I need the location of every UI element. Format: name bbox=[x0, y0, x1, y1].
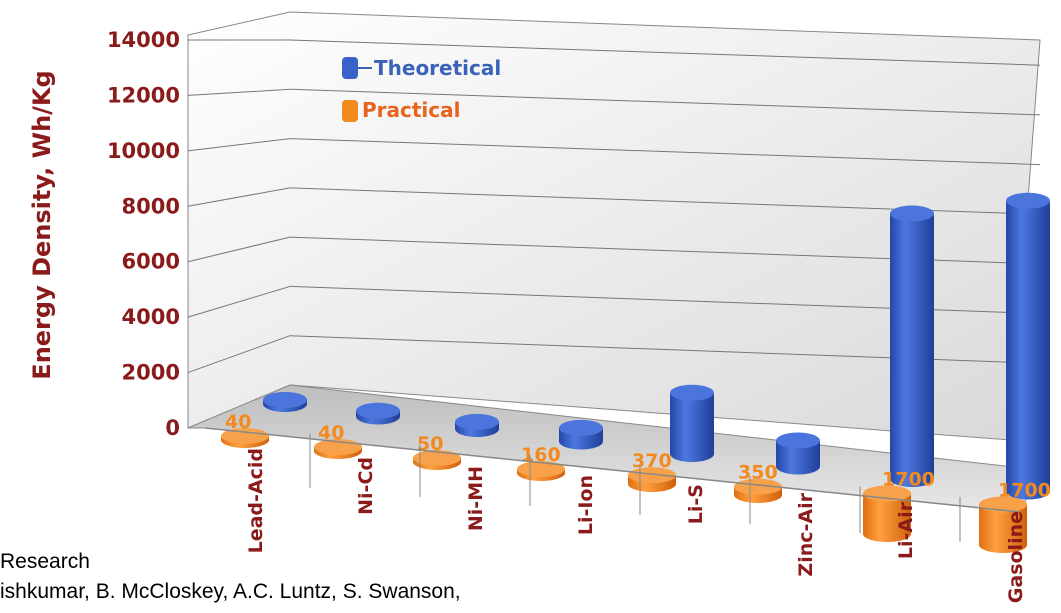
x-axis-line bbox=[204, 427, 1021, 513]
y-tick-label: 14000 bbox=[107, 28, 180, 52]
bar-practical-body bbox=[979, 504, 1027, 553]
y-tick-label: 2000 bbox=[122, 361, 180, 385]
gridline bbox=[289, 39, 1041, 66]
x-tick-label: Zinc-Air bbox=[795, 492, 817, 576]
bar-theoretical-body bbox=[890, 213, 934, 487]
bar-theoretical-top bbox=[356, 402, 400, 419]
legend-label-theoretical: Theoretical bbox=[374, 56, 501, 80]
data-label: 1700 bbox=[998, 479, 1051, 501]
y-tick-label: 8000 bbox=[122, 194, 180, 218]
bar-practical-top bbox=[734, 478, 782, 495]
bar-theoretical bbox=[670, 384, 714, 462]
bar-practical bbox=[413, 450, 461, 470]
y-tick-label: 12000 bbox=[107, 83, 180, 107]
y-tick-label: 4000 bbox=[122, 305, 180, 329]
bar-practical-body bbox=[863, 493, 911, 542]
data-label: 370 bbox=[632, 450, 672, 472]
gridline bbox=[187, 88, 291, 96]
x-tick-label: Ni-MH bbox=[465, 466, 487, 531]
bar-practical bbox=[517, 461, 565, 481]
bar-practical-top bbox=[413, 450, 461, 466]
y-tick-label: 6000 bbox=[122, 250, 180, 274]
gridline bbox=[187, 138, 291, 152]
x-tick-label: Gasoline bbox=[1005, 511, 1027, 603]
data-label: 1700 bbox=[882, 468, 935, 490]
x-axis: Lead-Acid Ni-Cd Ni-MH Li-Ion Li-S Zinc-Air Li-… bbox=[204, 427, 1027, 603]
gridline bbox=[187, 236, 291, 263]
bar-theoretical bbox=[263, 391, 307, 412]
bar-practical-top bbox=[517, 461, 565, 477]
bars: 40 40 50 160 370 350 1700 1700 bbox=[221, 192, 1051, 553]
caption-line-1: Research bbox=[0, 550, 90, 573]
bar-theoretical bbox=[455, 413, 499, 437]
bar-practical bbox=[734, 478, 782, 503]
legend-swatch-theoretical bbox=[342, 57, 358, 79]
gridline bbox=[187, 335, 291, 374]
legend-label-practical: Practical bbox=[362, 98, 461, 122]
data-label: 50 bbox=[417, 433, 443, 455]
gridline bbox=[187, 187, 291, 207]
bar-theoretical-top bbox=[776, 432, 820, 449]
bar-theoretical bbox=[559, 419, 603, 450]
bar-theoretical bbox=[890, 205, 934, 487]
data-label: 40 bbox=[225, 411, 251, 433]
bar-theoretical-body bbox=[776, 440, 820, 475]
bar-practical-top bbox=[221, 428, 269, 444]
x-tick-label: Li-Ion bbox=[575, 475, 597, 535]
bar-theoretical-top bbox=[263, 391, 307, 408]
gridline bbox=[289, 138, 1041, 166]
y-axis-label: Energy Density, Wh/Kg bbox=[28, 70, 56, 379]
bar-practical bbox=[221, 428, 269, 448]
legend-swatch-practical bbox=[342, 100, 358, 122]
bar-theoretical-body bbox=[1006, 200, 1050, 500]
bar-theoretical-body bbox=[670, 392, 714, 462]
y-tick-label: 0 bbox=[165, 416, 180, 440]
x-tick-label: Li-Air bbox=[895, 501, 917, 559]
data-label: 40 bbox=[318, 422, 344, 444]
chart-walls bbox=[187, 11, 1041, 513]
bar-theoretical bbox=[1006, 192, 1050, 500]
bar-theoretical-top bbox=[455, 413, 499, 430]
bar-theoretical-top bbox=[1006, 192, 1050, 209]
gridline bbox=[187, 285, 291, 318]
data-label: 160 bbox=[521, 444, 561, 466]
x-tick-label: Li-S bbox=[685, 484, 707, 524]
bar-theoretical-top bbox=[890, 205, 934, 222]
x-tick-label: Ni-Cd bbox=[355, 457, 377, 515]
y-tick-label: 10000 bbox=[107, 139, 180, 163]
x-tick-label: Lead-Acid bbox=[245, 448, 267, 553]
bar-theoretical-top bbox=[670, 384, 714, 401]
bar-theoretical-top bbox=[559, 419, 603, 436]
bar-theoretical bbox=[776, 432, 820, 475]
legend: Theoretical Practical bbox=[342, 56, 501, 122]
caption-line-2: ishkumar, B. McCloskey, A.C. Luntz, S. S… bbox=[0, 580, 461, 603]
gridline bbox=[289, 88, 1041, 116]
bar-theoretical bbox=[356, 402, 400, 425]
data-label: 350 bbox=[738, 462, 778, 484]
y-axis-ticks: 0 2000 4000 6000 8000 10000 12000 14000 bbox=[107, 28, 180, 440]
